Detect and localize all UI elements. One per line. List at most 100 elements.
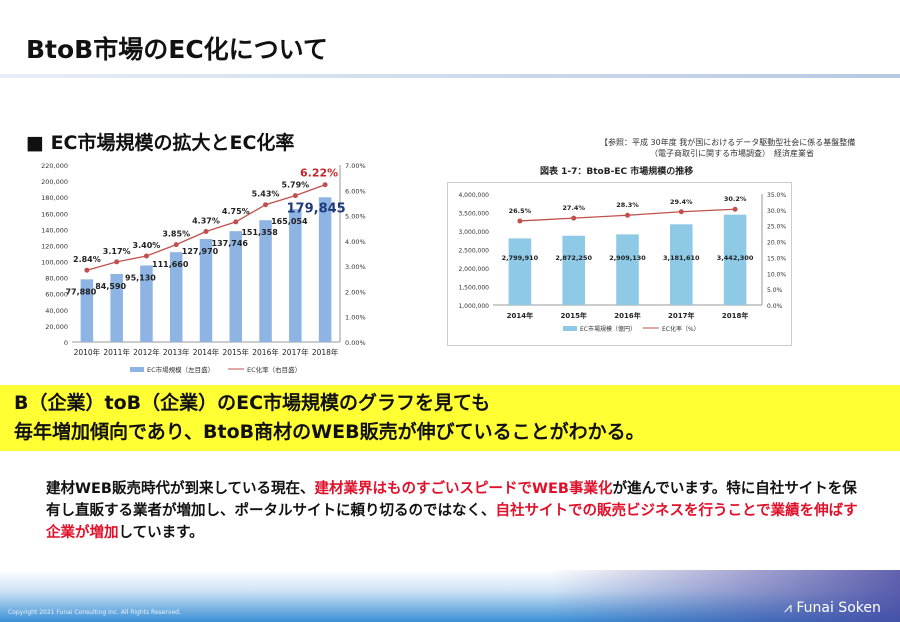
y-tick: 3,500,000 [458, 211, 489, 218]
bar-label: 3,442,300 [717, 254, 754, 262]
chart2-frame [447, 182, 792, 346]
bar-label: 2,872,250 [555, 254, 592, 262]
line-label: 30.2% [724, 195, 747, 203]
line-point [517, 218, 523, 224]
bar-label: 165,054 [271, 217, 308, 226]
line-point [233, 219, 239, 225]
logo-icon: ⩘ [784, 600, 792, 616]
y2-tick: 10.0% [767, 271, 786, 278]
bar-label: 95,130 [125, 273, 156, 282]
line-label: 27.4% [562, 204, 585, 212]
x-tick: 2014年 [507, 311, 533, 320]
y2-tick: 6.00% [345, 187, 366, 195]
banner-line-1: B（企業）toB（企業）のEC市場規模のグラフを見ても [14, 392, 491, 414]
x-tick: 2012年 [133, 347, 160, 357]
y-tick: 60,000 [45, 291, 68, 299]
bar [140, 265, 153, 342]
line-label: 29.4% [670, 198, 693, 206]
y-tick: 220,000 [41, 162, 68, 170]
line-point [173, 242, 179, 248]
line-label: 4.75% [222, 207, 250, 216]
line-point [292, 193, 298, 199]
x-tick: 2016年 [614, 311, 640, 320]
y-tick: 1,000,000 [458, 303, 489, 310]
bar-label: 127,970 [182, 247, 219, 256]
bar [110, 273, 123, 342]
bar [723, 214, 747, 305]
bar [318, 197, 332, 342]
line-label: 4.37% [192, 217, 220, 226]
slide-title: BtoB市場のEC化について [26, 35, 328, 64]
source-note-1: 【参照：平成 30年度 我が国におけるデータ駆動型社会に係る基盤整備 [600, 138, 856, 147]
y-tick: 3,000,000 [458, 229, 489, 236]
legend-bar: EC市場規模（左目盛） [147, 365, 214, 374]
copyright: Copyright 2021 Funai Consulting Inc. All… [8, 609, 181, 616]
x-tick: 2014年 [193, 347, 220, 357]
charts: 0 20,000 40,000 60,000 80,000 100,000 120,000 1… [41, 162, 786, 374]
line-point [322, 182, 328, 188]
y-tick: 0 [64, 339, 68, 347]
x-tick: 2018年 [722, 311, 748, 320]
y-tick: 160,000 [41, 210, 68, 218]
y-tick: 140,000 [41, 226, 68, 234]
logo-text: Funai Soken [796, 600, 881, 616]
body-text: 建材WEB販売時代が到来している現在、建材業界はものすごいスピードでWEB事業化… [46, 478, 866, 544]
y-tick: 2,000,000 [458, 266, 489, 273]
y2-tick: 1.00% [345, 314, 366, 322]
bar-label: 137,746 [212, 239, 249, 248]
y2-tick: 20.0% [767, 240, 786, 247]
source-note-2: （電子商取引に関する市場調査） 経済産業省 [650, 149, 814, 158]
y-tick: 1,500,000 [458, 285, 489, 292]
y-tick: 120,000 [41, 242, 68, 250]
bar-label: 84,590 [95, 282, 126, 291]
company-logo: ⩘ Funai Soken [784, 600, 881, 616]
line-label: 2.84% [73, 255, 101, 264]
line-label: 3.85% [162, 230, 190, 239]
y2-tick: 30.0% [767, 208, 786, 215]
y-tick: 80,000 [45, 275, 68, 283]
y-tick: 20,000 [45, 323, 68, 331]
line-point [203, 229, 209, 235]
line-point [84, 267, 90, 273]
y2-tick: 15.0% [767, 255, 786, 262]
section-heading: ■ EC市場規模の拡大とEC化率 [26, 132, 295, 154]
line-label: 3.17% [103, 247, 131, 256]
line-point [143, 253, 149, 259]
y-tick: 100,000 [41, 259, 68, 267]
line-point [625, 212, 630, 218]
y-tick: 200,000 [41, 178, 68, 186]
x-tick: 2018年 [312, 347, 339, 357]
bar [229, 231, 243, 342]
y2-tick: 5.00% [345, 213, 366, 221]
legend-bar: EC市場規模（億円） [580, 325, 636, 333]
body-1: 建材WEB販売時代が到来している現在、 [46, 481, 315, 497]
line-point [678, 209, 684, 215]
bar [80, 279, 94, 342]
bar [616, 234, 639, 305]
body-4-highlight: 自社サイトでの販売ビジネスを行うことで業績を伸ばす企業が増加 [46, 503, 858, 541]
bar [562, 235, 585, 305]
line-label: 26.5% [509, 207, 532, 215]
body-3: が進んでいます。特に自社サイトを保有し直販する業者が増加し、ポータルサイトに頼り… [46, 481, 857, 519]
bar-label: 2,799,910 [502, 254, 539, 262]
y-tick: 180,000 [41, 194, 68, 202]
bar [670, 224, 693, 305]
y-tick: 40,000 [45, 307, 68, 315]
legend-bar-swatch [130, 367, 144, 372]
y-tick: 4,000,000 [458, 192, 489, 199]
x-tick: 2011年 [103, 347, 130, 357]
body-2-highlight: 建材業界はものすごいスピードでWEB事業化 [314, 481, 613, 497]
highlight-banner: B（企業）toB（企業）のEC市場規模のグラフを見ても 毎年増加傾向であり、Bt… [0, 385, 900, 451]
x-tick: 2016年 [252, 347, 279, 357]
bar-label: 3,181,610 [663, 254, 700, 262]
x-tick: 2013年 [163, 347, 190, 357]
y2-tick: 25.0% [767, 224, 786, 231]
x-tick: 2010年 [74, 347, 101, 357]
body-5: しています。 [118, 525, 204, 541]
y2-tick: 0.00% [345, 339, 366, 347]
x-tick: 2017年 [668, 311, 694, 320]
line-point [571, 215, 577, 221]
bar [199, 239, 213, 342]
bar [508, 238, 532, 305]
line-label: 5.43% [252, 190, 280, 199]
